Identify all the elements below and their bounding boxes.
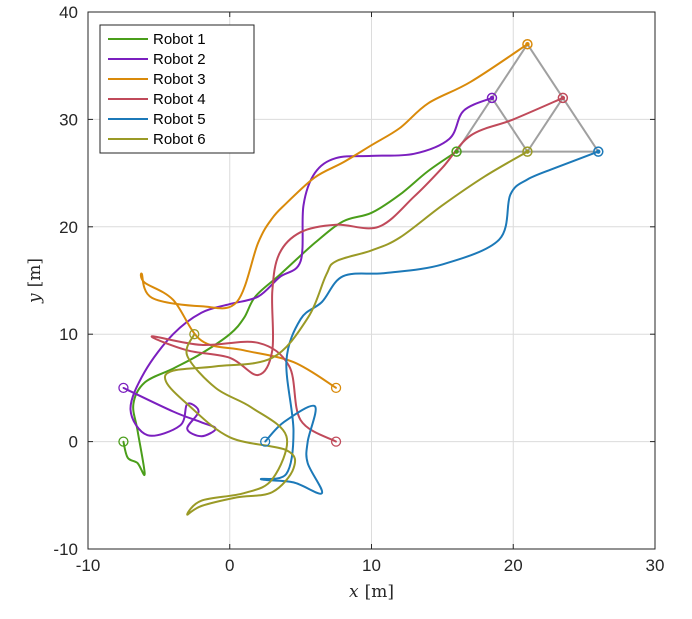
- start-marker-dot-robot-2: [122, 387, 125, 389]
- series-line-robot-3: [139, 43, 528, 389]
- x-axis-variable: x: [349, 582, 359, 602]
- start-marker-robot-3: [330, 382, 342, 394]
- goal-marker-dot-robot-2: [489, 95, 495, 101]
- goal-marker-robot-3: [522, 38, 533, 50]
- x-tick-label: -10: [76, 556, 101, 575]
- series-line-robot-1: [122, 150, 458, 477]
- x-tick-label: 0: [225, 556, 234, 575]
- y-tick-label: 40: [59, 3, 78, 22]
- start-marker-dot-robot-4: [335, 440, 337, 443]
- legend-label-robot-3: Robot 3: [153, 71, 206, 88]
- start-marker-robot-2: [118, 382, 129, 394]
- legend-label-robot-5: Robot 5: [153, 111, 206, 128]
- y-axis-unit: [m]: [25, 258, 45, 287]
- goal-marker-robot-1: [451, 146, 462, 157]
- series-lines: [122, 43, 599, 516]
- legend-label-robot-6: Robot 6: [153, 131, 206, 148]
- series-markers: [118, 38, 604, 447]
- y-tick-label: 30: [59, 110, 78, 129]
- start-marker-dot-robot-3: [335, 387, 337, 389]
- series-line-robot-5: [259, 150, 599, 495]
- legend-label-robot-1: Robot 1: [153, 31, 206, 48]
- y-tick-label: 20: [59, 218, 78, 237]
- goal-marker-dot-robot-5: [596, 149, 601, 154]
- x-tick-label: 20: [504, 556, 523, 575]
- goal-marker-dot-robot-1: [454, 149, 459, 154]
- y-axis-variable: y: [25, 293, 45, 304]
- x-axis-unit: [m]: [365, 582, 394, 602]
- legend-box: [99, 24, 255, 154]
- series-line-robot-4: [150, 96, 564, 443]
- goal-marker-robot-4: [557, 92, 569, 104]
- start-marker-dot-robot-5: [264, 440, 267, 443]
- y-tick-label: 0: [69, 433, 78, 452]
- goal-marker-robot-6: [522, 146, 533, 157]
- start-marker-robot-5: [260, 436, 271, 447]
- start-marker-robot-4: [330, 436, 342, 447]
- formation-edge: [526, 97, 564, 153]
- formation-edge: [491, 97, 529, 153]
- goal-marker-dot-robot-3: [525, 42, 530, 47]
- start-marker-dot-robot-1: [122, 440, 125, 443]
- goal-marker-robot-5: [593, 146, 604, 157]
- legend-label-robot-4: Robot 4: [153, 91, 206, 108]
- y-axis-label: y [m]: [25, 258, 45, 304]
- goal-marker-dot-robot-6: [525, 149, 530, 154]
- goal-marker-robot-2: [486, 92, 498, 104]
- legend-label-robot-2: Robot 2: [153, 51, 206, 68]
- goal-marker-dot-robot-4: [560, 95, 566, 101]
- legend: Robot 1 Robot 2 Robot 3 Robot 4 Robot 5 Robot…: [99, 24, 255, 154]
- start-marker-robot-6: [189, 329, 200, 340]
- start-marker-robot-1: [118, 436, 129, 447]
- x-tick-label: 10: [362, 556, 381, 575]
- y-tick-label: 10: [59, 325, 78, 344]
- x-tick-label: 30: [646, 556, 665, 575]
- y-tick-label: -10: [53, 540, 78, 559]
- axis-ticks: -10 0 10 20 30 -10 0 10 20 30 40: [53, 3, 664, 575]
- series-line-robot-6: [163, 150, 528, 516]
- start-marker-dot-robot-6: [193, 333, 196, 336]
- x-axis-label: x [m]: [349, 582, 394, 602]
